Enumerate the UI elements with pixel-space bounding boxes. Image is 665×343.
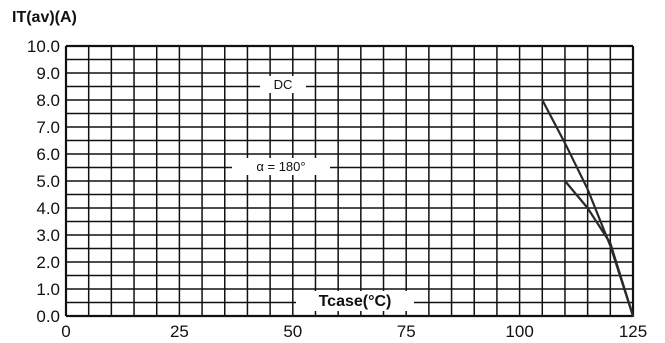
chart-annotations: DC α = 180° — [232, 76, 330, 175]
y-tick-label: 2.0 — [36, 253, 60, 272]
x-axis-label: Tcase(°C) — [319, 293, 392, 310]
chart-series — [541, 98, 635, 318]
x-tick-label: 125 — [619, 322, 647, 341]
y-tick-label: 7.0 — [36, 118, 60, 137]
y-tick-label: 0.0 — [36, 307, 60, 326]
x-tick-label: 50 — [283, 322, 302, 341]
y-axis-label: IT(av)(A) — [12, 9, 77, 26]
y-tick-label: 5.0 — [36, 172, 60, 191]
annotation-background — [232, 158, 330, 175]
y-tick-label: 9.0 — [36, 64, 60, 83]
y-tick-label: 6.0 — [36, 145, 60, 164]
y-tick-label: 10.0 — [27, 37, 60, 56]
series-line-180 — [563, 179, 635, 318]
y-tick-label: 4.0 — [36, 199, 60, 218]
x-tick-label: 100 — [505, 322, 533, 341]
y-tick-label: 3.0 — [36, 226, 60, 245]
x-axis-label-group: Tcase(°C) — [296, 291, 414, 311]
annotation-background — [260, 76, 306, 93]
x-tick-label: 75 — [397, 322, 416, 341]
x-tick-label: 0 — [61, 322, 70, 341]
x-tick-label: 25 — [170, 322, 189, 341]
y-tick-label: 8.0 — [36, 91, 60, 110]
x-axis-label-background — [296, 291, 414, 311]
chart-grid — [64, 44, 635, 318]
annotation-label: α = 180° — [256, 159, 305, 174]
y-tick-label: 1.0 — [36, 280, 60, 299]
axis-ticks: 0.0 1.0 2.0 3.0 4.0 5.0 6.0 7.0 8.0 9.0 10.0 0 25 50 7… — [27, 37, 647, 341]
annotation-label: DC — [274, 77, 293, 92]
